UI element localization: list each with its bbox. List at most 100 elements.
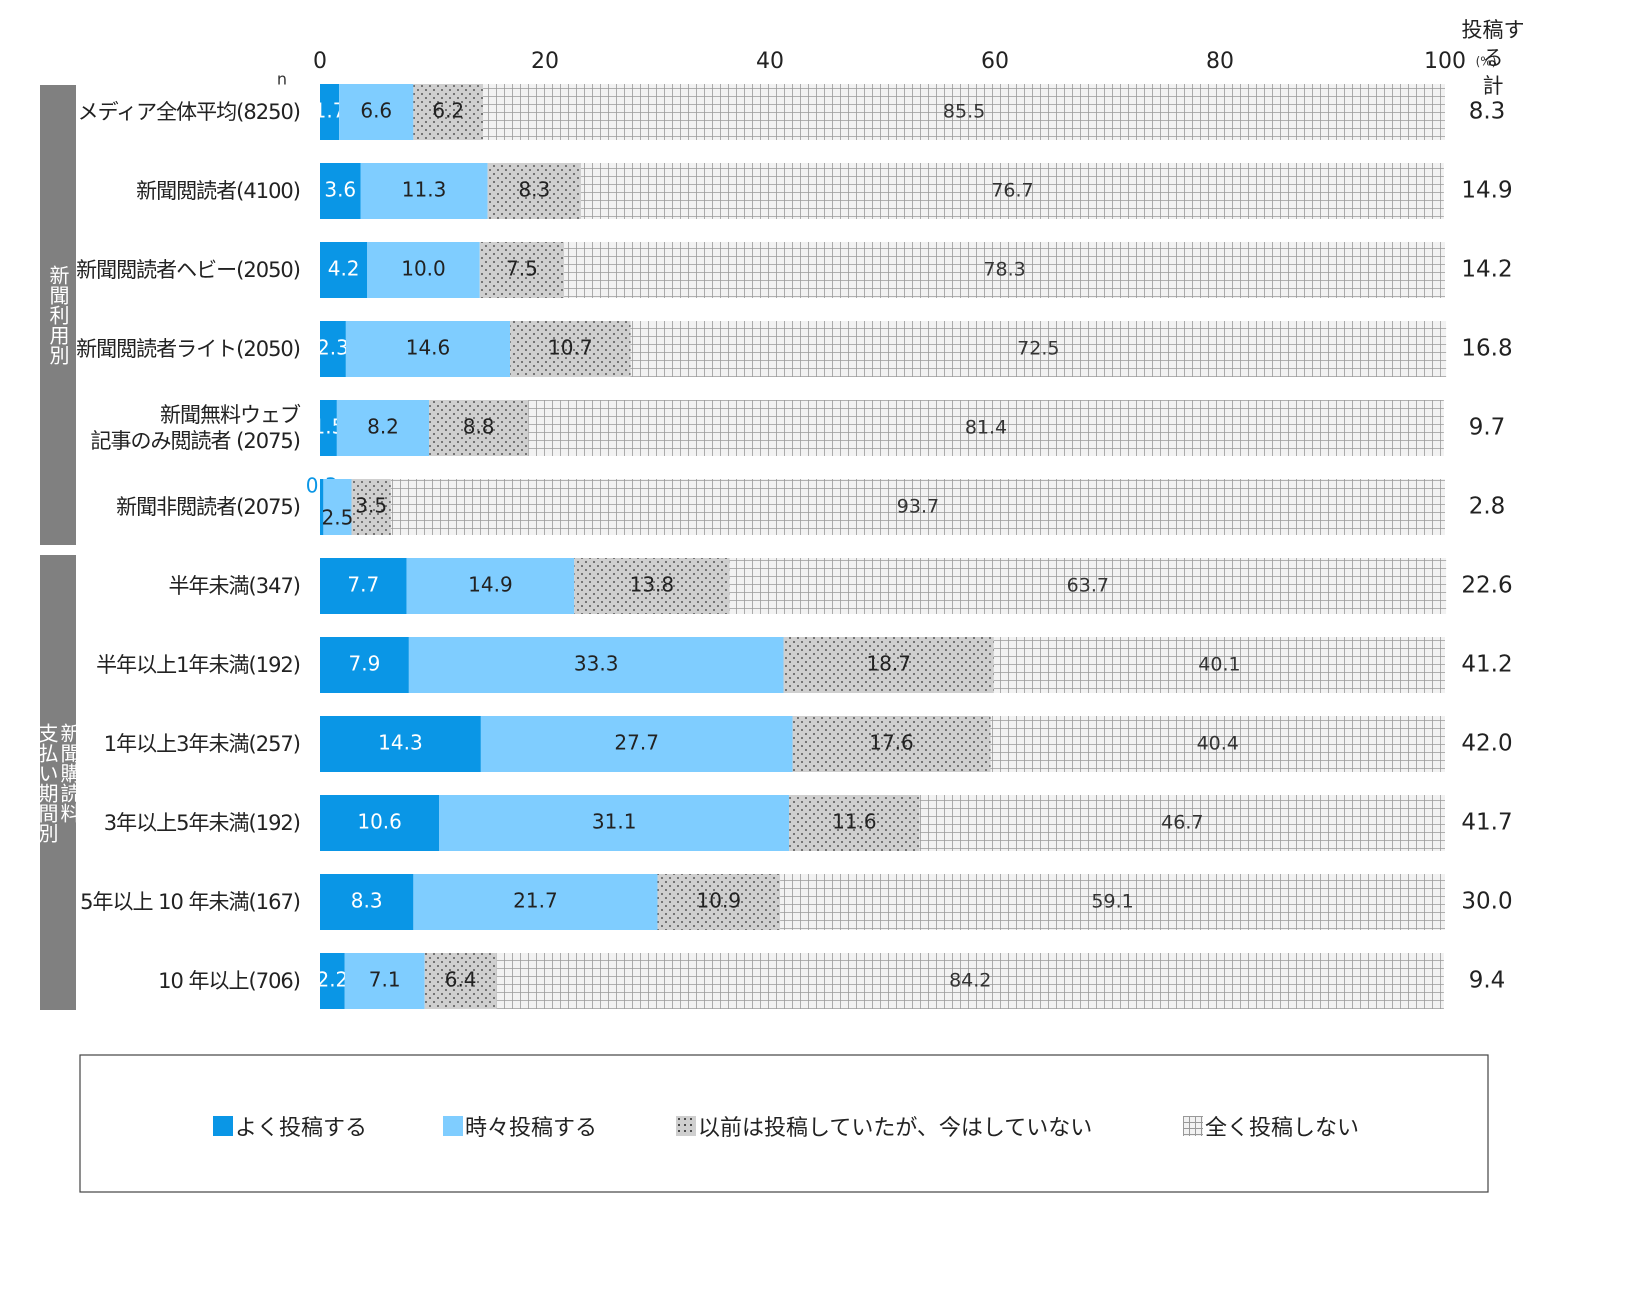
value-label: 8.3 <box>351 889 383 913</box>
value-label: 8.8 <box>463 415 495 439</box>
total-label: 14.9 <box>1461 178 1512 204</box>
legend-item: 時々投稿する <box>443 1110 597 1142</box>
bar-segment <box>320 400 337 456</box>
value-label: 6.2 <box>432 99 464 123</box>
legend-box <box>79 1054 1489 1193</box>
legend-item: 以前は投稿していたが、今はしていない <box>676 1110 1092 1142</box>
group-label: 新聞利用別 <box>40 85 76 545</box>
bar-segment <box>408 637 784 693</box>
total-label: 14.2 <box>1461 257 1512 283</box>
value-label: 2.2 <box>316 968 348 992</box>
category-label: 新聞閲読者ヘビー(2050) <box>76 258 301 282</box>
bar-segment <box>792 716 991 772</box>
value-label: 10.0 <box>401 257 446 281</box>
legend-swatch <box>1183 1116 1203 1136</box>
total-label: 16.8 <box>1461 336 1512 362</box>
value-label: 85.5 <box>943 101 985 123</box>
bar-segment <box>581 163 1444 219</box>
x-tick-label: 60 <box>981 49 1009 74</box>
x-tick-label: 80 <box>1206 49 1234 74</box>
value-label: 27.7 <box>614 731 659 755</box>
bar-segment <box>564 242 1445 298</box>
value-label: 11.3 <box>402 178 447 202</box>
value-label: 2.5 <box>322 506 354 530</box>
bar-segment <box>480 716 793 772</box>
bar-segment <box>990 716 1445 772</box>
value-label: 93.7 <box>897 496 939 518</box>
value-label: 76.7 <box>991 180 1033 202</box>
bar-segment <box>479 242 565 298</box>
value-label: 10.7 <box>548 336 593 360</box>
bar-segment <box>919 795 1445 851</box>
value-label: 33.3 <box>574 652 619 676</box>
total-label: 9.4 <box>1469 968 1506 994</box>
value-label: 17.6 <box>869 731 914 755</box>
total-label: 30.0 <box>1461 889 1512 915</box>
bar-segment <box>320 637 409 693</box>
value-label: 7.1 <box>369 968 401 992</box>
bar-segment <box>783 637 994 693</box>
total-label: 8.3 <box>1469 99 1506 125</box>
bar-segment <box>351 479 391 535</box>
value-label: 81.4 <box>965 417 1007 439</box>
value-label: 59.1 <box>1091 891 1133 913</box>
bar-segment <box>729 558 1447 614</box>
bar-segment <box>413 84 484 140</box>
value-label: 72.5 <box>1017 338 1059 360</box>
legend-label: 時々投稿する <box>465 1116 598 1141</box>
category-label: 半年未満(347) <box>168 574 301 598</box>
bar-segment <box>360 163 488 219</box>
value-label: 6.4 <box>445 968 477 992</box>
value-label: 18.7 <box>866 652 911 676</box>
value-label: 31.1 <box>592 810 637 834</box>
value-label: 14.3 <box>378 731 423 755</box>
value-label: 14.9 <box>468 573 513 597</box>
bar-segment <box>323 479 352 535</box>
value-label: 84.2 <box>949 970 991 992</box>
x-tick-label: 20 <box>531 49 559 74</box>
value-label: 10.9 <box>697 889 742 913</box>
x-tick-label: 100 <box>1424 49 1466 74</box>
value-label: 63.7 <box>1067 575 1109 597</box>
category-label: 新聞無料ウェブ 記事のみ閲読者 (2075) <box>90 403 301 453</box>
bar-segment <box>390 479 1445 535</box>
legend-item: 全く投稿しない <box>1183 1110 1359 1142</box>
value-label: 46.7 <box>1161 812 1203 834</box>
bar-segment <box>320 795 440 851</box>
bar-segment <box>510 321 631 377</box>
bar-segment <box>406 558 575 614</box>
value-label: 2.3 <box>317 336 349 360</box>
bar-segment <box>320 558 407 614</box>
bar-segment <box>339 84 414 140</box>
value-label: 8.2 <box>367 415 399 439</box>
bar-segment <box>320 479 324 535</box>
total-label: 41.2 <box>1461 652 1512 678</box>
bar-segment <box>320 321 346 377</box>
value-label: 40.4 <box>1197 733 1239 755</box>
legend-item: よく投稿する <box>213 1110 367 1142</box>
bar-segment <box>528 400 1444 456</box>
unit-label: (%) <box>1476 55 1497 69</box>
total-label: 22.6 <box>1461 573 1512 599</box>
bar-segment <box>789 795 920 851</box>
value-label: 11.6 <box>832 810 877 834</box>
value-label: 10.6 <box>357 810 402 834</box>
value-label: 7.9 <box>349 652 381 676</box>
bar-segment <box>429 400 529 456</box>
bar-segment <box>439 795 790 851</box>
bar-segment <box>780 874 1445 930</box>
total-label: 41.7 <box>1461 810 1512 836</box>
legend-swatch <box>213 1116 233 1136</box>
category-label: 新聞閲読者(4100) <box>136 179 301 203</box>
bar-segment <box>657 874 781 930</box>
bar-segment <box>993 637 1445 693</box>
category-label: 10 年以上(706) <box>158 969 301 993</box>
group-label: 新聞購読料 支払い期間別 <box>35 555 81 1010</box>
bar-segment <box>320 84 340 140</box>
category-label: 新聞非閲読者(2075) <box>116 495 301 519</box>
x-tick-label: 40 <box>756 49 784 74</box>
bar-segment <box>630 321 1447 377</box>
value-label: 6.6 <box>360 99 392 123</box>
